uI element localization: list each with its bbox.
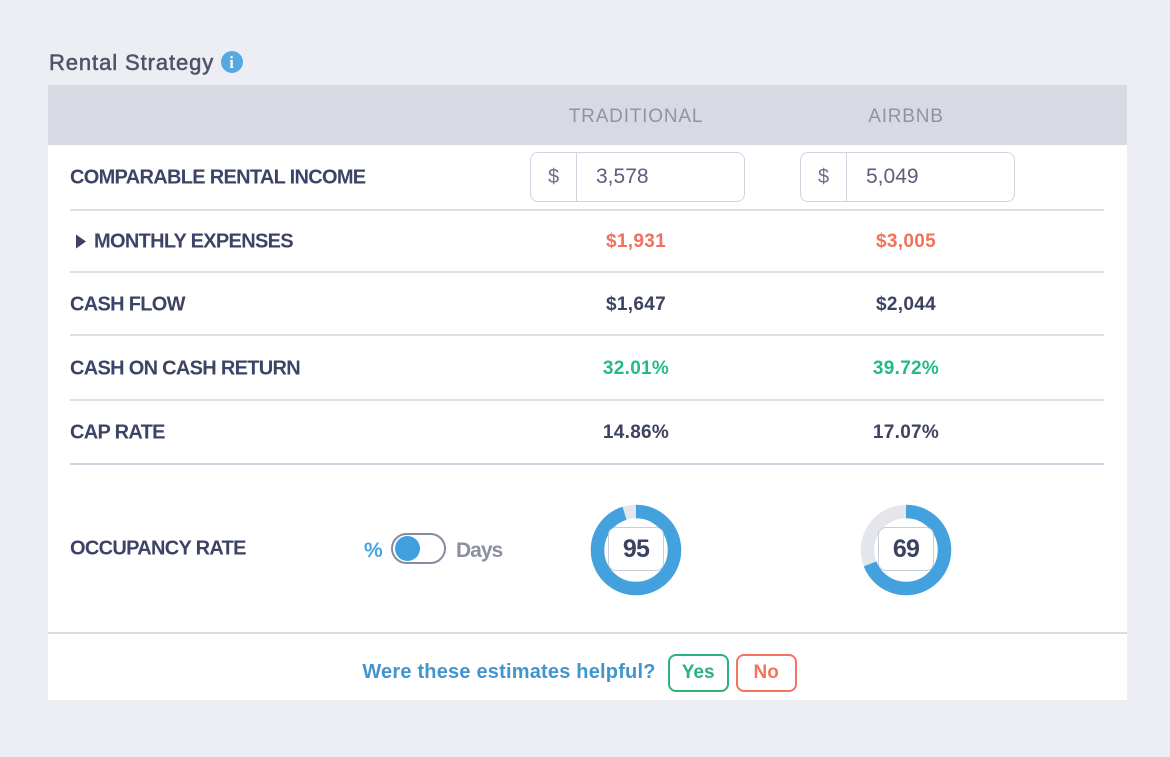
svg-text:i: i [229,53,234,72]
